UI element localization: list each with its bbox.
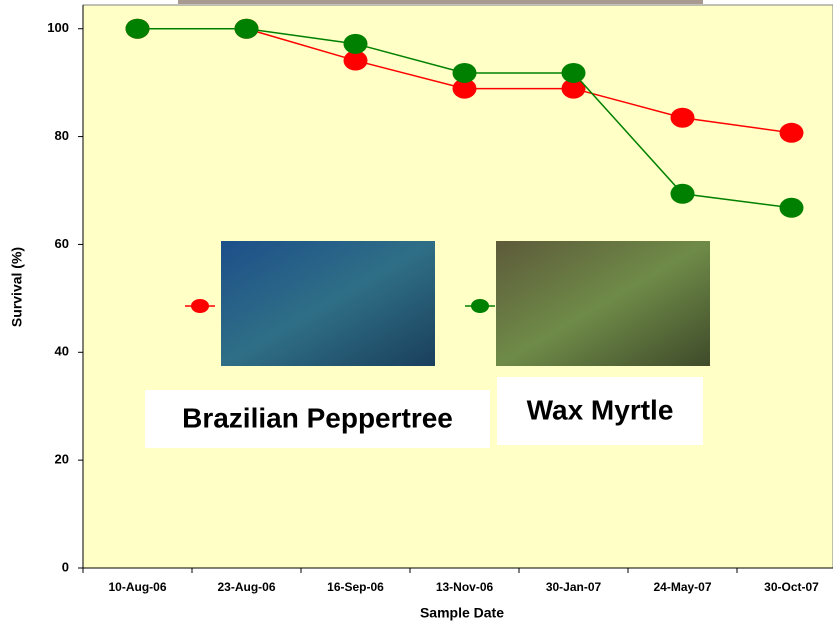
data-point <box>125 18 150 39</box>
legend-marker <box>471 299 489 313</box>
data-point <box>452 62 477 83</box>
data-point <box>561 78 586 99</box>
legend-label: Wax Myrtle <box>527 394 674 425</box>
legend-label-box <box>145 390 490 448</box>
data-point <box>234 18 259 39</box>
top-photo-strip <box>178 0 703 4</box>
x-tick-label: 23-Aug-06 <box>217 580 275 594</box>
data-point <box>670 107 695 128</box>
data-point <box>670 183 695 204</box>
y-tick-label: 0 <box>62 559 69 574</box>
data-point <box>452 78 477 99</box>
x-tick-label: 10-Aug-06 <box>108 580 166 594</box>
data-point <box>779 122 804 143</box>
y-tick-label: 100 <box>47 20 69 35</box>
y-tick-label: 20 <box>55 452 69 467</box>
data-point <box>779 197 804 218</box>
legend-label-box <box>497 377 703 445</box>
y-tick-label: 40 <box>55 344 69 359</box>
y-axis-label: Survival (%) <box>9 247 25 327</box>
y-tick-label: 60 <box>55 236 69 251</box>
y-tick-label: 80 <box>55 128 69 143</box>
legend-photo <box>496 241 710 366</box>
legend-marker <box>191 299 209 313</box>
x-tick-label: 24-May-07 <box>653 580 711 594</box>
x-axis-label: Sample Date <box>420 605 504 621</box>
x-tick-label: 16-Sep-06 <box>327 580 384 594</box>
x-tick-label: 30-Jan-07 <box>546 580 602 594</box>
x-tick-label: 13-Nov-06 <box>436 580 494 594</box>
x-tick-label: 30-Oct-07 <box>764 580 819 594</box>
data-point <box>343 50 368 71</box>
legend-photo <box>221 241 435 366</box>
legend-label: Brazilian Peppertree <box>182 402 453 433</box>
data-point <box>343 33 368 54</box>
data-point <box>561 62 586 83</box>
